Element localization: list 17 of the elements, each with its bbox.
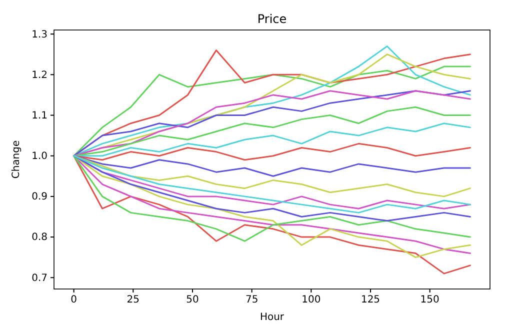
x-axis-title: Hour: [260, 312, 285, 323]
x-tick-label: 0: [70, 294, 78, 306]
x-tick-label: 75: [245, 294, 258, 306]
chart-title: Price: [257, 12, 287, 26]
y-tick-label: 1.2: [32, 70, 48, 81]
y-tick-label: 0.9: [32, 192, 48, 203]
y-axis-title: Change: [11, 140, 22, 179]
x-tick-label: 125: [360, 294, 380, 306]
y-tick-label: 1.1: [32, 110, 48, 122]
x-tick-label: 150: [420, 294, 440, 306]
x-tick-label: 50: [186, 294, 199, 306]
y-tick-label: 1.3: [32, 29, 48, 40]
y-tick-label: 0.7: [32, 272, 48, 284]
y-tick-label: 1.0: [32, 151, 48, 162]
x-tick-label: 25: [126, 294, 140, 306]
y-tick-label: 0.8: [32, 232, 48, 244]
x-tick-label: 100: [302, 294, 321, 306]
